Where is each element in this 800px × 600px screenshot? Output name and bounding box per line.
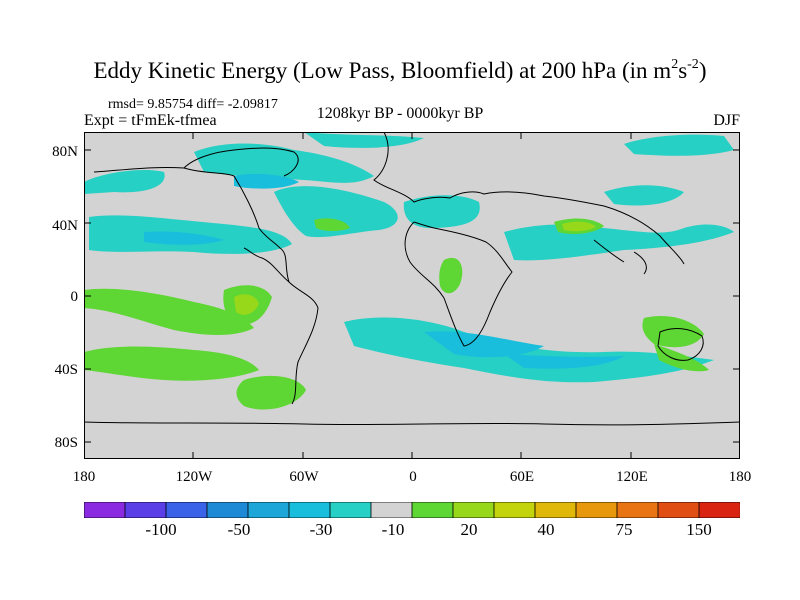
colorbar-swatch	[370, 502, 413, 518]
colorbar-label: 75	[615, 520, 633, 539]
colorbar-label: 40	[537, 520, 555, 539]
colorbar-label: 150	[686, 520, 712, 539]
colorbar-swatch	[411, 502, 454, 518]
colorbar	[84, 502, 740, 518]
colorbar-swatch	[616, 502, 659, 518]
colorbar-swatch	[165, 502, 208, 518]
y-tick-label: 80N	[52, 144, 78, 160]
x-tick-label: 180	[728, 469, 752, 485]
period-label: 1208kyr BP - 0000kyr BP	[316, 105, 484, 122]
colorbar-swatch	[452, 502, 495, 518]
chart-title: Eddy Kinetic Energy (Low Pass, Bloomfiel…	[93, 57, 707, 83]
y-tick-label: 40S	[54, 362, 78, 378]
colorbar-label: -100	[145, 520, 177, 539]
stats-line: rmsd= 9.85754 diff= -2.09817	[108, 97, 278, 112]
colorbar-swatch	[493, 502, 536, 518]
colorbar-swatch	[534, 502, 577, 518]
colorbar-swatch	[247, 502, 290, 518]
colorbar-label: -30	[309, 520, 333, 539]
anomaly-fill-layer	[84, 132, 734, 410]
colorbar-swatch	[288, 502, 331, 518]
colorbar-swatch	[575, 502, 618, 518]
colorbar-swatch	[698, 502, 740, 518]
y-tick-label: 40N	[52, 218, 78, 234]
colorbar-swatch	[84, 502, 126, 518]
colorbar-swatch	[657, 502, 700, 518]
x-tick-label: 60W	[289, 469, 319, 485]
colorbar-label: -50	[227, 520, 251, 539]
y-tick-label: 0	[70, 289, 79, 305]
x-tick-label: 120W	[175, 469, 213, 485]
x-tick-label: 180	[72, 469, 96, 485]
colorbar-label: -10	[381, 520, 405, 539]
x-tick-label: 0	[409, 469, 417, 485]
x-tick-label: 120E	[616, 469, 648, 485]
season-label: DJF	[713, 112, 740, 129]
colorbar-swatch	[329, 502, 372, 518]
y-tick-label: 80S	[54, 435, 78, 451]
colorbar-label: 20	[460, 520, 478, 539]
colorbar-swatch	[206, 502, 249, 518]
x-tick-label: 60E	[509, 469, 535, 485]
colorbar-swatch	[124, 502, 167, 518]
map-plot	[84, 132, 740, 459]
coastlines	[84, 132, 740, 426]
map-background	[84, 132, 740, 459]
experiment-label: Expt = tFmEk-tfmea	[84, 112, 217, 129]
axis-ticks	[84, 132, 740, 459]
